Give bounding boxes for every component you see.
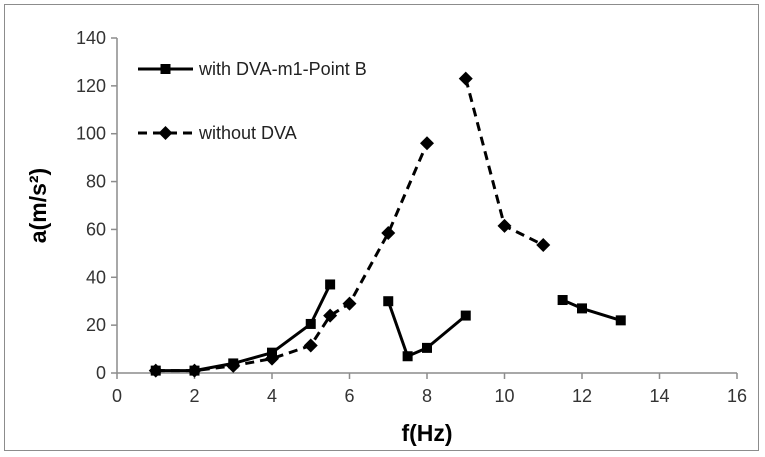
data-point [226,358,241,373]
y-tick-label: 20 [86,315,106,335]
x-tick-label: 2 [189,386,199,406]
series-2 [148,71,551,378]
tick-labels: 0 20 40 60 80 100 120 140 0 2 4 6 8 10 12 14 16 [76,28,747,406]
axes [111,37,738,379]
data-point [536,237,551,252]
legend: with DVA-m1-Point B without DVA [138,59,367,143]
y-tick-label: 120 [76,76,106,96]
y-tick-label: 100 [76,124,106,144]
data-point [323,308,338,323]
y-tick-label: 40 [86,267,106,287]
y-axis-title: a(m/s²) [25,168,51,243]
x-tick-label: 10 [494,386,514,406]
data-point [305,318,316,329]
series-1 [150,279,626,376]
data-point [615,315,626,326]
data-point [422,342,432,353]
data-point [557,295,568,306]
series-line [155,283,332,373]
x-tick-label: 16 [727,386,747,406]
y-tick-label: 80 [86,172,106,192]
legend-marker [158,126,173,140]
y-tick-label: 140 [76,28,106,48]
x-tick-label: 8 [422,386,432,406]
data-point [460,310,471,321]
series-line [562,298,622,322]
x-tick-label: 6 [344,386,354,406]
data-point [265,351,279,366]
y-tick-label: 60 [86,219,106,239]
data-point [381,226,396,241]
plot-area [148,71,626,378]
x-tick-label: 14 [649,386,669,406]
data-point [325,279,336,290]
y-tick-label: 0 [96,363,106,383]
legend-marker [160,64,171,74]
series-line [386,300,467,358]
x-tick-label: 12 [572,386,592,406]
data-point [148,363,163,378]
x-tick-label: 4 [267,386,277,406]
legend-label: without DVA [198,123,297,143]
data-point [402,351,413,362]
data-point [187,363,202,378]
chart-frame [4,4,759,451]
x-axis-title: f(Hz) [401,420,452,446]
data-point [383,296,394,307]
data-point [303,338,318,353]
legend-label: with DVA-m1-Point B [198,59,367,79]
x-tick-label: 0 [112,386,122,406]
data-point [420,136,434,151]
data-point [577,303,587,314]
data-point [342,296,357,311]
data-point [497,218,512,233]
data-point [458,71,473,86]
